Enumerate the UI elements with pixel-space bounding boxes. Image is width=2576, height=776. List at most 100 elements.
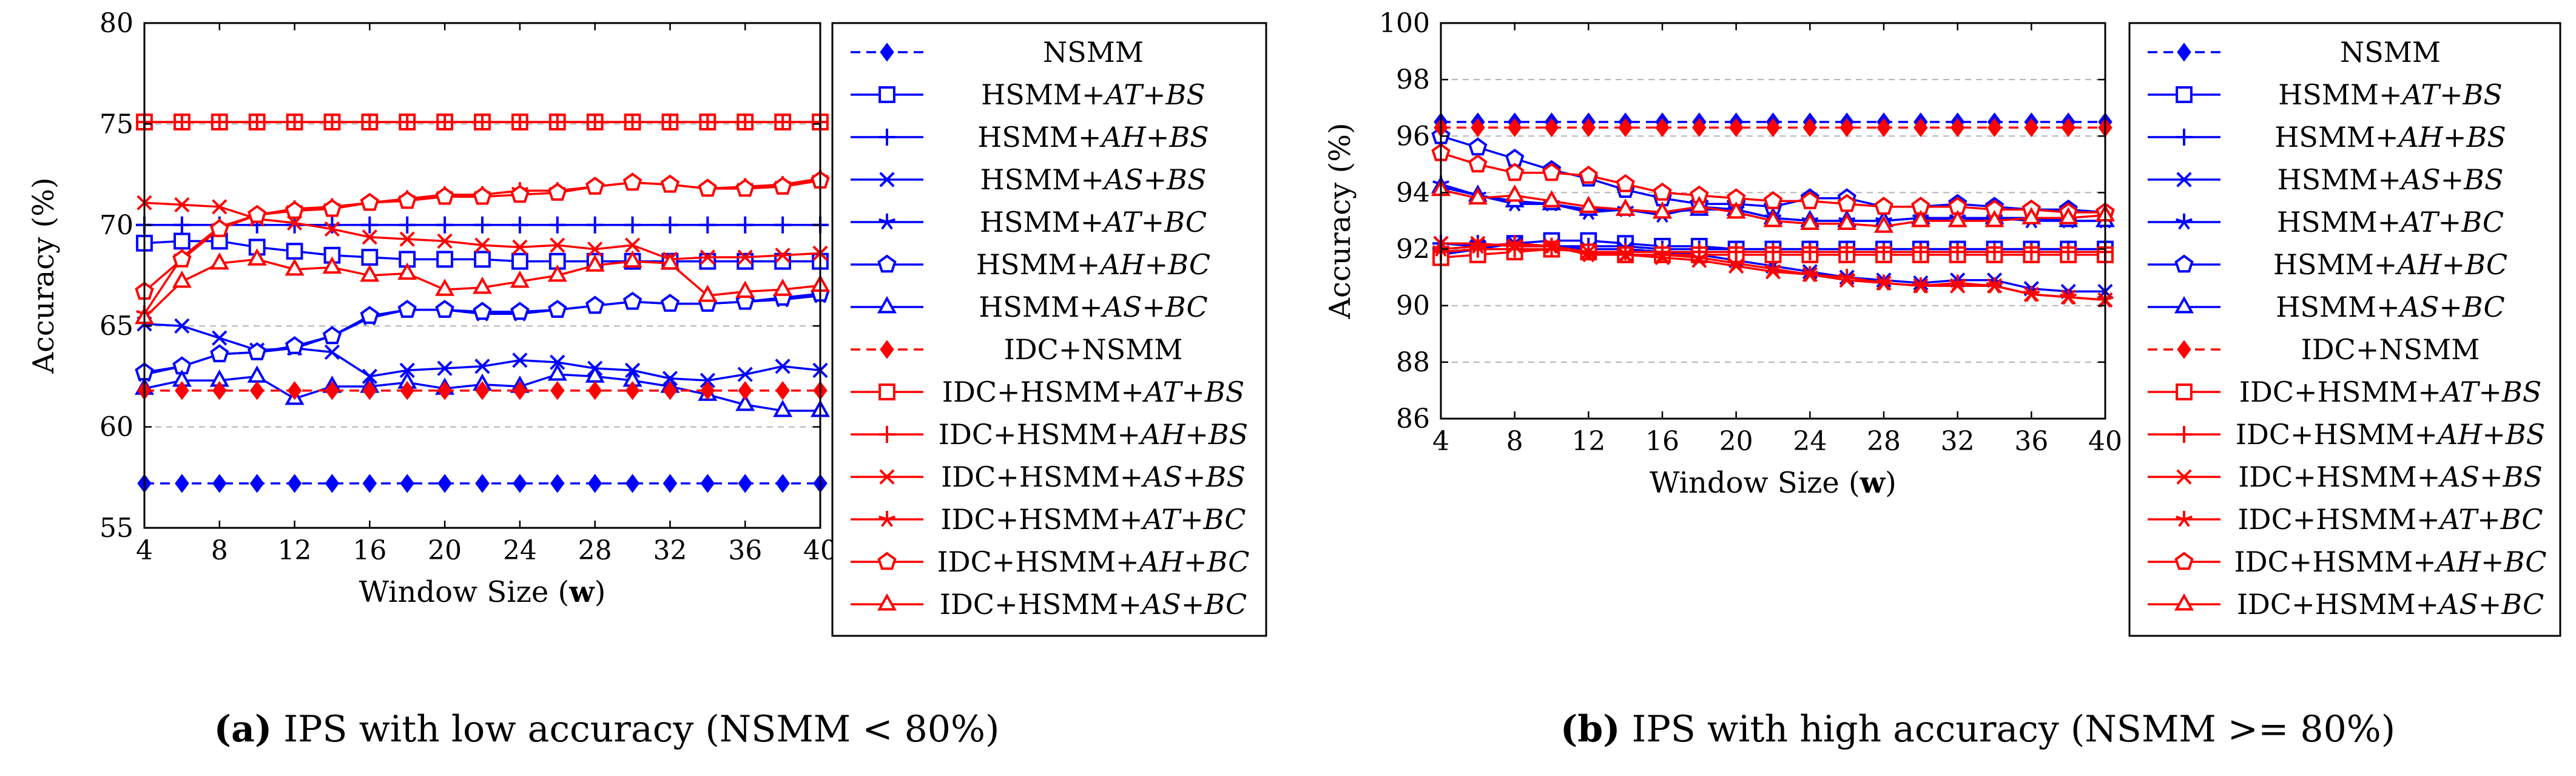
legend-marker [879, 469, 895, 485]
x-tick-label: 16 [1645, 426, 1679, 457]
data-point [1986, 277, 2003, 294]
legend-text: + [1181, 376, 1205, 408]
x-tick-label: 24 [1793, 426, 1827, 457]
legend-text: IDC+HSMM+ [2234, 545, 2436, 578]
data-point [360, 264, 380, 282]
legend-marker [877, 254, 897, 273]
legend-box [2128, 22, 2561, 637]
data-point [735, 280, 755, 299]
data-point [1542, 163, 1562, 181]
series-idc-nsmm [1434, 118, 2112, 137]
legend-entry: IDC+HSMM+AT+BC [2238, 503, 2543, 536]
panel-b-high-accuracy: 4 8 12 16 20 24 28 32 36 40 86 88 90 92 94 96 98 100 Windo… [1323, 8, 2561, 751]
legend-text-italic: AH [1137, 545, 1184, 578]
y-tick-label: 70 [99, 210, 133, 241]
y-tick-label: 98 [1396, 64, 1430, 95]
data-point [474, 216, 491, 234]
data-point [1652, 201, 1673, 219]
legend-text: IDC+HSMM+ [939, 418, 1141, 451]
data-point [698, 178, 717, 197]
legend-text-italic: AT [2438, 503, 2480, 536]
legend: NSMMHSMM+AT+BSHSMM+AH+BSHSMM+AS+BSHSMM+A… [831, 22, 1267, 637]
legend-text-italic: AS [1139, 588, 1181, 621]
data-point [1468, 154, 1488, 173]
legend-text-italic: BS [2466, 121, 2506, 154]
data-point [660, 174, 680, 193]
y-tick-label: 90 [1396, 291, 1430, 322]
x-axis-label-end: ) [1885, 466, 1897, 500]
data-point [173, 113, 191, 131]
y-tick-label: 86 [1396, 403, 1430, 434]
legend-entry: HSMM+AT+BC [980, 206, 1207, 238]
legend-entry: HSMM+AT+BS [2278, 78, 2503, 111]
legend-text-italic: BS [2462, 78, 2502, 111]
data-point [474, 359, 490, 374]
legend-text: + [2439, 78, 2463, 111]
y-axis-label: Accuracy (%) [27, 177, 61, 374]
x-axis-label-end: ) [595, 575, 606, 609]
data-point [1469, 237, 1486, 254]
x-axis-label: Window Size (w) [1650, 466, 1897, 500]
data-point [1690, 249, 1708, 266]
data-point [2058, 207, 2079, 224]
data-point [437, 233, 453, 249]
data-point [1580, 246, 1597, 263]
y-tick-label: 88 [1396, 347, 1430, 378]
legend-entry: IDC+HSMM+AH+BS [2236, 418, 2545, 451]
legend-text-italic: AT [1101, 206, 1143, 238]
caption-text: IPS with high accuracy (NSMM >= 80%) [1620, 708, 2396, 751]
data-point [474, 237, 490, 253]
data-point [587, 474, 602, 493]
data-point [286, 113, 303, 131]
data-point [249, 381, 265, 400]
legend-text: IDC+HSMM+ [2238, 503, 2440, 536]
data-point [773, 278, 793, 296]
data-point [1618, 118, 1633, 137]
data-point [474, 113, 491, 131]
legend-text: IDC+HSMM+ [941, 503, 1143, 536]
data-point [361, 113, 379, 131]
data-point [511, 252, 528, 270]
legend-marker [877, 295, 897, 314]
data-point [436, 216, 454, 234]
data-point [397, 300, 417, 318]
data-point [586, 216, 604, 234]
legend-text: HSMM+ [980, 206, 1104, 238]
data-point [773, 177, 792, 195]
data-point [1542, 190, 1562, 207]
data-point [699, 113, 716, 131]
data-point [773, 399, 793, 417]
legend-marker [878, 426, 895, 443]
data-point [322, 198, 342, 217]
data-point [661, 113, 679, 131]
legend-text-italic: AS [2398, 291, 2439, 323]
data-point [1726, 201, 1746, 219]
data-point [475, 381, 490, 400]
legend-entry: IDC+HSMM+AS+BS [941, 461, 1246, 493]
legend-entry: IDC+HSMM+AS+BS [2238, 461, 2543, 493]
data-point [1471, 118, 1485, 137]
data-point [774, 113, 792, 131]
x-tick-label: 40 [2088, 426, 2122, 457]
data-point [510, 184, 530, 203]
x-tick-label: 12 [278, 535, 312, 566]
x-tick-label: 20 [428, 535, 462, 566]
legend-entry: HSMM+AT+BC [2277, 206, 2504, 238]
legend-marker [2176, 426, 2193, 443]
data-point [775, 248, 791, 263]
data-point [775, 474, 790, 493]
data-point [738, 381, 752, 400]
data-point [738, 474, 752, 493]
data-point [510, 302, 530, 320]
data-point [622, 172, 642, 191]
legend-text: HSMM+ [2278, 163, 2401, 196]
data-point [513, 381, 527, 400]
data-point [1838, 269, 1856, 285]
data-point [737, 366, 753, 382]
legend-box [831, 22, 1267, 637]
legend-text-italic: AH [1097, 248, 1145, 281]
data-point [1800, 191, 1819, 209]
data-point [737, 249, 753, 265]
data-point [511, 113, 528, 131]
data-point [511, 216, 528, 234]
